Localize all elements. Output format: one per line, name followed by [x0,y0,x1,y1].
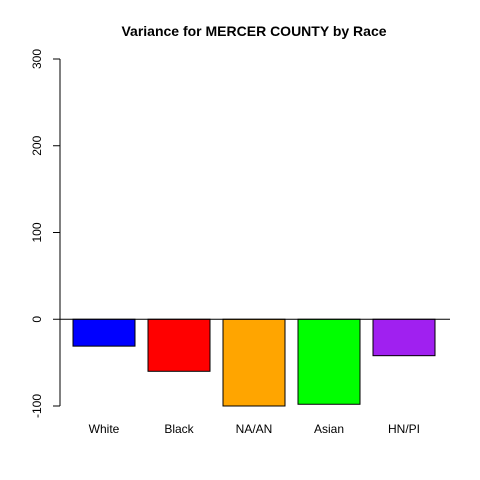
x-category-label: White [89,422,120,436]
y-tick-label: 100 [30,222,44,242]
bar-hn-pi [372,318,436,357]
bars [60,318,450,407]
y-tick-label: 200 [30,135,44,155]
bar-white [72,318,136,347]
bar-asian [297,318,361,405]
chart-title: Variance for MERCER COUNTY by Race [121,23,386,39]
y-tick-label: 300 [30,49,44,69]
x-category-label: Asian [314,422,344,436]
y-tick-label: -100 [30,394,44,418]
x-axis-labels: White Black NA/AN Asian HN/PI [89,422,420,436]
x-category-label: HN/PI [388,422,420,436]
x-category-label: Black [164,422,194,436]
y-tick-label: 0 [30,316,44,323]
bar-na-an [222,318,286,407]
y-axis: -100 0 100 200 300 [30,49,61,418]
x-category-label: NA/AN [236,422,273,436]
bar-black [147,318,211,372]
